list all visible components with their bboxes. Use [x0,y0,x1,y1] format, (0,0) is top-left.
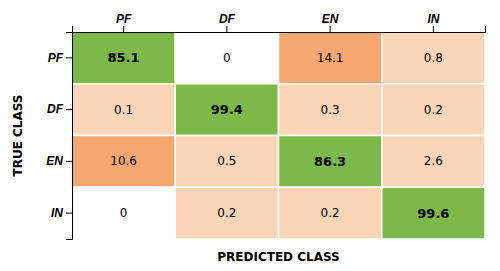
y-tick-mark [66,213,72,214]
plot: 85.1 0 14.1 0.8 0.1 99.4 0.3 0.2 10.6 0.5 86.3 2.6 0… [46,12,485,240]
cell [72,32,175,84]
data-label: 0.3 [321,103,340,117]
y-tick: IN [51,206,72,220]
x-axis-line [73,26,486,33]
y-tick-mark [66,109,72,110]
y-axis: PF DF EN IN [46,33,72,240]
data-label: 0.8 [424,51,443,65]
y-tick-mark [66,161,72,162]
cell [279,187,382,239]
y-axis-title: TRUE CLASS [11,94,25,176]
cell [382,32,485,84]
data-label: 99.4 [211,102,243,117]
x-tick-label: PF [116,12,132,26]
x-tick: IN [427,12,439,32]
data-labels: 85.1 0 14.1 0.8 0.1 99.4 0.3 0.2 10.6 0.5 86.3 2.6 0… [108,50,450,220]
data-label: 85.1 [108,50,140,65]
x-tick-label: EN [322,12,339,26]
x-tick-mark [330,26,331,32]
chart: 85.1 0 14.1 0.8 0.1 99.4 0.3 0.2 10.6 0.5 86.3 2.6 0… [0,0,500,271]
cell [382,136,485,188]
data-label: 0.5 [217,154,236,168]
cell [175,187,278,239]
cell [382,187,485,239]
data-label: 2.6 [424,154,443,168]
data-label: 0.2 [424,103,443,117]
data-label: 0.2 [321,206,340,220]
data-label: 99.6 [417,206,449,221]
x-axis-title: PREDICTED CLASS [217,250,339,264]
x-tick-mark [123,26,124,32]
y-tick: EN [46,154,72,168]
cell [175,84,278,136]
data-label: 0.2 [217,206,236,220]
y-tick: DF [47,102,72,116]
y-tick-mark [66,57,72,58]
data-label: 14.1 [317,51,344,65]
y-tick-label: IN [51,206,63,220]
data-label: 0 [223,51,231,65]
cell [279,136,382,188]
y-tick-label: EN [46,154,63,168]
cell [279,32,382,84]
cell [72,187,175,239]
x-tick-mark [433,26,434,32]
data-label: 0.1 [114,103,133,117]
data-label: 10.6 [110,154,137,168]
cell [279,84,382,136]
x-tick: PF [116,12,132,32]
cell [72,136,175,188]
x-tick-mark [226,26,227,32]
y-tick-label: PF [48,51,64,65]
x-tick-label: IN [427,12,439,26]
x-axis: PF DF EN IN [73,12,486,33]
x-tick: EN [322,12,339,32]
cell [382,84,485,136]
x-tick: DF [219,12,236,32]
x-tick-label: DF [219,12,236,26]
cell [175,136,278,188]
y-axis-line [66,33,73,240]
cells [72,32,485,239]
cell [175,32,278,84]
data-label: 0 [120,206,128,220]
data-label: 86.3 [314,154,346,169]
y-tick: PF [48,51,72,65]
y-tick-label: DF [47,102,64,116]
cell [72,84,175,136]
